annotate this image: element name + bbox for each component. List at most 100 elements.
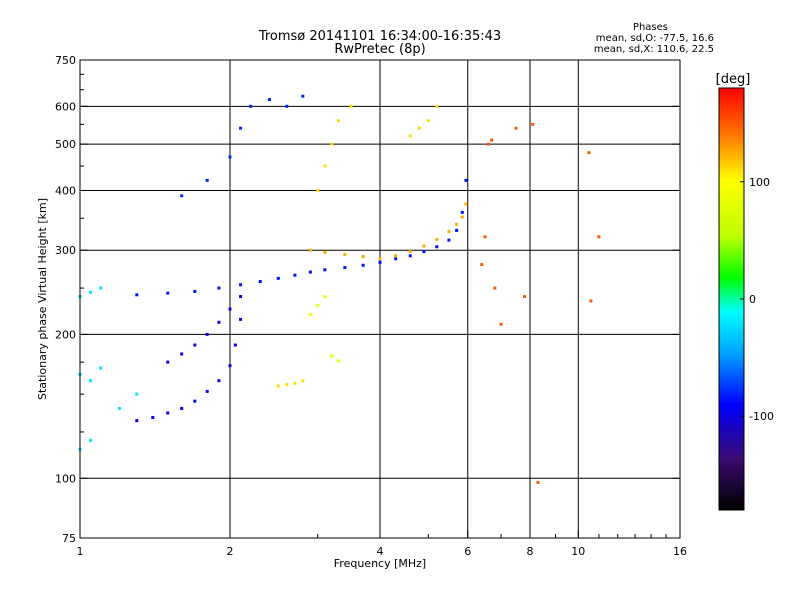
data-point [514,126,518,130]
y-tick-label: 75 [62,532,76,545]
x-tick-label: 1 [77,545,84,558]
data-point [426,119,430,123]
colorbar-tick-label: -100 [749,410,774,423]
data-point [536,480,540,484]
data-point [239,283,243,287]
data-point [308,270,312,274]
data-point [166,360,170,364]
data-point [301,379,305,383]
data-point [180,406,184,410]
data-point [249,104,253,108]
data-point [361,263,365,267]
data-point [99,286,103,290]
data-points [78,94,601,484]
data-point [308,248,312,252]
data-point [464,178,468,182]
y-tick-label: 200 [55,328,76,341]
data-point [293,381,297,385]
data-point [217,379,221,383]
data-point [343,266,347,270]
colorbar-tick-label: 0 [749,293,756,306]
x-tick-label: 4 [377,545,384,558]
data-point [499,322,503,326]
data-point [316,303,320,307]
data-point [117,406,121,410]
chart-title: Tromsø 20141101 16:34:00-16:35:43 [258,29,502,44]
data-point [166,291,170,295]
colorbar-ticks: 100 0 -100 [740,176,774,423]
data-point [99,366,103,370]
data-point [276,276,280,280]
data-point [493,286,497,290]
data-point [166,411,170,415]
x-axis-ticks: 1 2 4 6 8 10 16 [77,530,687,558]
data-point [180,194,184,198]
data-point [135,419,139,423]
data-point [447,238,451,242]
x-tick-label: 16 [673,545,687,558]
phases-o-line: mean, sd,O: -77.5, 16.6 [595,33,714,44]
x-tick-label: 8 [527,545,534,558]
data-point [233,343,237,347]
data-point [239,295,243,299]
data-point [589,299,593,303]
data-point [316,188,320,192]
data-point [349,104,353,108]
x-tick-label: 2 [227,545,234,558]
data-point [447,230,451,234]
data-point [151,416,155,420]
x-axis-label: Frequency [MHz] [334,557,426,570]
data-point [460,210,464,214]
data-point [480,263,484,267]
data-point [323,164,327,168]
y-axis-label: Stationary phase Virtual Height [km] [36,198,49,400]
data-point [336,359,340,363]
data-point [361,255,365,259]
data-point [435,237,439,241]
data-point [239,126,243,130]
data-point [135,392,139,396]
data-point [205,332,209,336]
grid-lines [80,60,680,538]
chart-subtitle: RwPretec (8p) [334,42,426,57]
data-point [408,254,412,258]
data-point [531,122,535,126]
data-point [330,354,334,358]
data-point [330,142,334,146]
data-point [193,289,197,293]
data-point [205,389,209,393]
y-tick-label: 500 [55,138,76,151]
data-point [285,104,289,108]
data-point [408,134,412,138]
y-tick-label: 750 [55,54,76,67]
data-point [267,98,271,102]
data-point [394,254,398,258]
data-point [597,235,601,239]
colorbar [718,87,745,511]
data-point [378,260,382,264]
data-point [486,142,490,146]
data-point [464,202,468,206]
data-point [228,307,232,311]
data-point [483,235,487,239]
data-point [239,317,243,321]
data-point [422,250,426,254]
y-tick-label: 300 [55,244,76,257]
data-point [422,244,426,248]
phases-x-line: mean, sd,X: 110.6, 22.5 [593,44,714,55]
data-point [308,313,312,317]
data-point [135,293,139,297]
data-point [193,399,197,403]
data-point [323,268,327,272]
phases-title: Phases [632,22,668,33]
data-point [217,286,221,290]
colorbar-tick-label: 100 [749,176,770,189]
data-point [523,295,527,299]
data-point [285,383,289,387]
data-point [323,250,327,254]
data-point [587,151,591,155]
data-point [394,257,398,261]
data-point [336,119,340,123]
x-tick-label: 10 [571,545,585,558]
